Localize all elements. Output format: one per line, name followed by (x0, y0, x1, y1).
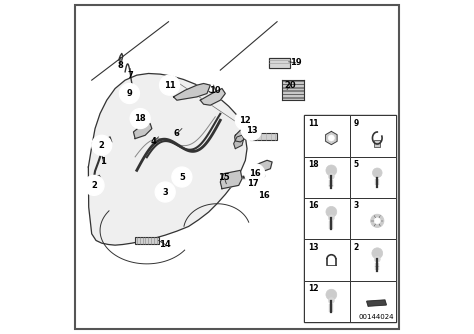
Bar (350, 281, 396, 322)
Text: 2: 2 (354, 243, 359, 252)
Circle shape (374, 256, 380, 262)
Text: 20: 20 (284, 81, 296, 90)
Text: 16: 16 (258, 191, 270, 200)
Circle shape (328, 298, 334, 304)
Text: 2: 2 (91, 181, 97, 190)
Circle shape (119, 84, 139, 104)
Polygon shape (249, 160, 272, 175)
Polygon shape (220, 170, 242, 189)
Text: 3: 3 (162, 188, 168, 196)
Text: 8: 8 (118, 61, 124, 69)
Text: 2: 2 (99, 141, 105, 150)
Text: 13: 13 (246, 126, 257, 135)
Text: 14: 14 (159, 240, 171, 249)
Polygon shape (200, 89, 225, 105)
Bar (282, 81, 304, 84)
Circle shape (328, 173, 334, 179)
Text: 12: 12 (308, 284, 319, 293)
Bar (304, 115, 350, 157)
Polygon shape (173, 84, 210, 100)
Polygon shape (234, 135, 244, 149)
Polygon shape (269, 58, 291, 68)
Bar (304, 239, 350, 281)
Circle shape (374, 218, 380, 224)
Bar (350, 239, 396, 281)
Polygon shape (367, 300, 386, 306)
Polygon shape (235, 124, 252, 142)
Circle shape (328, 135, 334, 141)
Circle shape (160, 75, 180, 95)
Polygon shape (91, 175, 102, 189)
Circle shape (91, 135, 112, 155)
Bar (304, 157, 350, 198)
Text: 15: 15 (219, 173, 230, 182)
Text: 10: 10 (210, 86, 221, 95)
Circle shape (326, 165, 337, 176)
Circle shape (130, 109, 150, 129)
Text: 11: 11 (164, 81, 175, 90)
Polygon shape (134, 124, 152, 139)
Bar (250, 133, 277, 140)
Circle shape (326, 289, 337, 300)
Bar (374, 140, 380, 147)
Circle shape (372, 248, 383, 259)
Text: 19: 19 (290, 58, 301, 67)
Text: 00144024: 00144024 (358, 314, 394, 320)
Bar (135, 237, 158, 244)
Circle shape (328, 215, 334, 221)
Text: 5: 5 (354, 160, 359, 169)
Bar (350, 157, 396, 198)
Text: 1: 1 (100, 158, 106, 166)
Text: 9: 9 (127, 89, 132, 98)
Text: 7: 7 (128, 71, 134, 79)
Text: 13: 13 (308, 243, 319, 252)
Circle shape (241, 120, 261, 140)
Text: 16: 16 (249, 169, 261, 178)
Bar (304, 198, 350, 239)
Circle shape (235, 110, 255, 130)
Text: 9: 9 (354, 119, 359, 128)
Bar (304, 115, 396, 322)
Text: 11: 11 (308, 119, 319, 128)
Text: 6: 6 (174, 129, 180, 138)
Text: 3: 3 (354, 201, 359, 210)
Polygon shape (88, 73, 247, 245)
Text: 18: 18 (308, 160, 319, 169)
Polygon shape (100, 137, 112, 152)
Circle shape (254, 185, 274, 205)
Bar (269, 58, 291, 68)
Bar (350, 115, 396, 157)
Circle shape (326, 206, 337, 217)
Text: 18: 18 (134, 114, 146, 123)
Text: 5: 5 (179, 173, 185, 181)
Text: 17: 17 (247, 179, 259, 188)
Circle shape (371, 214, 384, 227)
Circle shape (172, 167, 192, 187)
Text: 12: 12 (239, 116, 251, 125)
Bar (282, 84, 304, 87)
Circle shape (155, 182, 175, 202)
Circle shape (373, 168, 382, 178)
Circle shape (84, 175, 104, 195)
Bar (282, 91, 304, 94)
Text: 16: 16 (308, 201, 319, 210)
Bar (282, 94, 304, 97)
Polygon shape (326, 131, 337, 145)
Bar (350, 198, 396, 239)
Text: 4: 4 (151, 138, 156, 146)
Bar (282, 88, 304, 90)
Circle shape (245, 164, 264, 184)
Bar (282, 98, 304, 100)
Bar (304, 281, 350, 322)
